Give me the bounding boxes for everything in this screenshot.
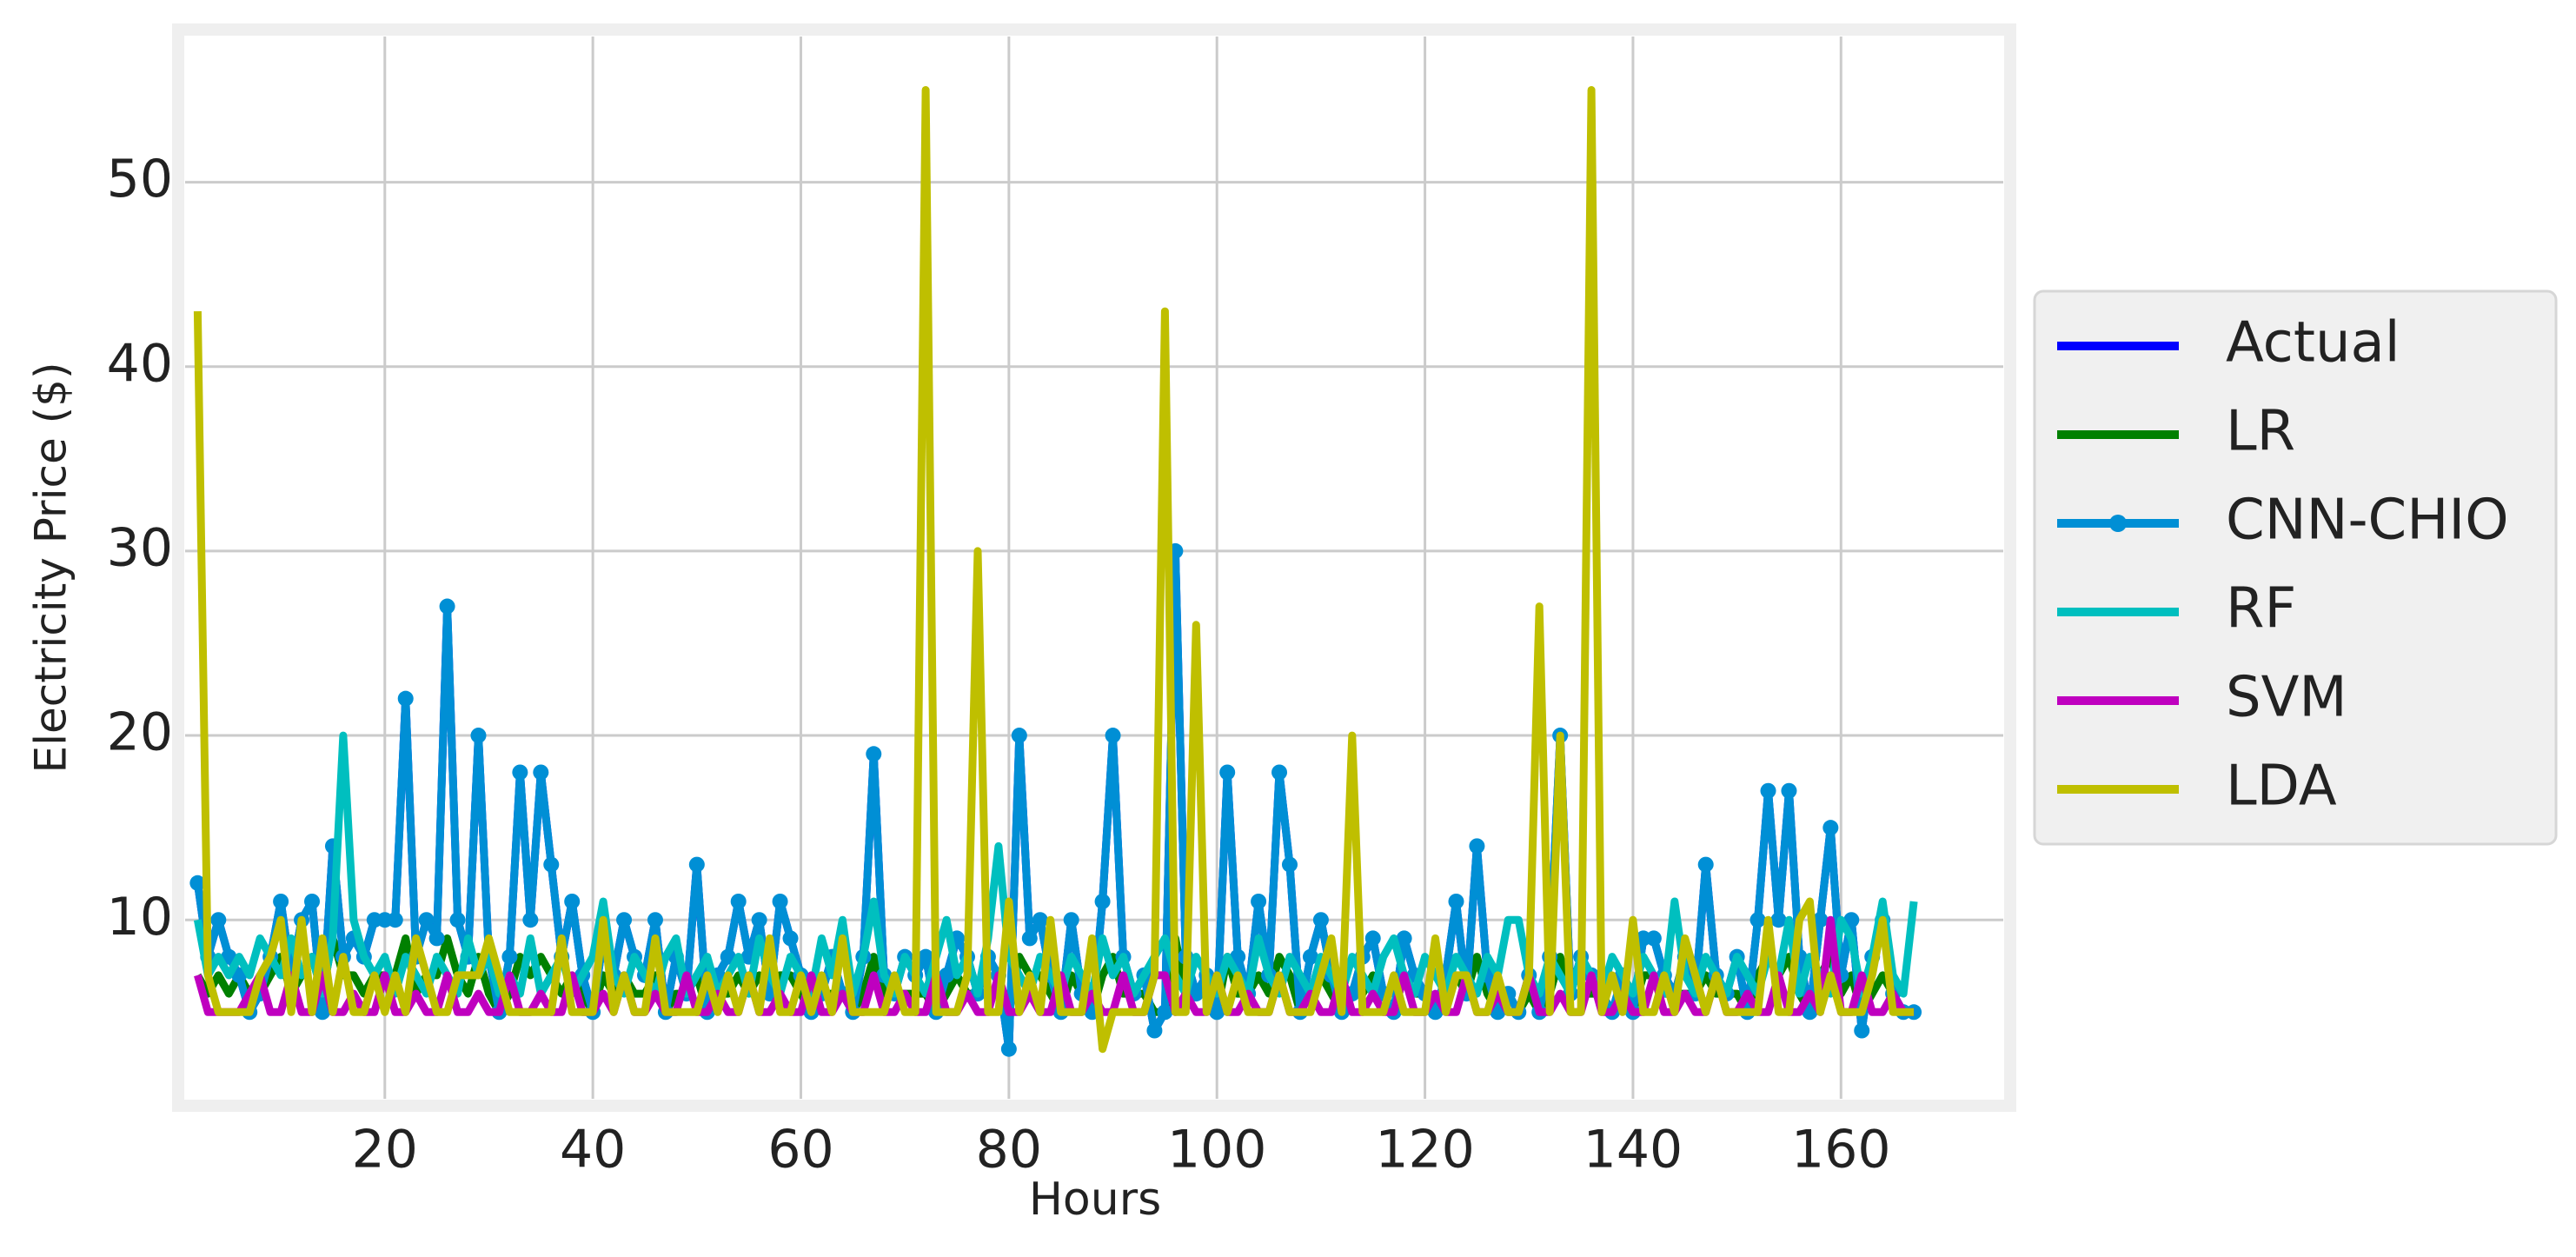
- x-tick-label: 20: [352, 1120, 418, 1181]
- series-marker: [647, 912, 663, 928]
- series-marker: [782, 930, 799, 947]
- x-tick-label: 80: [976, 1120, 1042, 1181]
- series-marker: [1251, 893, 1267, 909]
- series-marker: [210, 912, 227, 928]
- series-marker: [1094, 893, 1111, 909]
- y-tick-label: 30: [107, 518, 173, 579]
- series-marker: [470, 728, 487, 744]
- series-marker: [428, 930, 445, 947]
- series-marker: [397, 690, 414, 707]
- legend-label: LR: [2226, 400, 2295, 464]
- series-marker: [939, 967, 955, 983]
- series-marker: [1011, 728, 1027, 744]
- series-marker: [304, 893, 321, 909]
- series-marker: [418, 912, 435, 928]
- series-marker: [1281, 856, 1298, 873]
- series-marker: [1645, 930, 1662, 947]
- series-marker: [522, 912, 539, 928]
- series-marker: [688, 856, 705, 873]
- x-tick-label: 160: [1791, 1120, 1891, 1181]
- series-marker: [501, 948, 518, 965]
- series-line: [193, 86, 1915, 1054]
- series-marker: [1448, 893, 1464, 909]
- series-marker: [1469, 838, 1485, 855]
- series-marker: [1822, 820, 1839, 836]
- x-tick-label: 40: [560, 1120, 626, 1181]
- legend-label: SVM: [2226, 666, 2347, 730]
- series-marker: [1781, 782, 1797, 799]
- y-axis-label: Electricity Price ($): [26, 362, 76, 774]
- series-marker: [189, 875, 206, 891]
- legend-label: CNN-CHIO: [2226, 489, 2509, 553]
- series-marker: [1760, 782, 1776, 799]
- x-tick-label: 120: [1375, 1120, 1475, 1181]
- series-marker: [1364, 930, 1381, 947]
- series-marker: [1697, 856, 1714, 873]
- series-marker: [1854, 1022, 1870, 1039]
- series-marker: [1396, 930, 1412, 947]
- legend-box: [2033, 289, 2558, 846]
- series-marker: [1302, 948, 1318, 965]
- series-marker: [439, 598, 455, 615]
- series-marker: [772, 893, 788, 909]
- series-marker: [1749, 912, 1766, 928]
- x-tick-label: 140: [1583, 1120, 1683, 1181]
- legend-label: Actual: [2226, 311, 2400, 376]
- series-marker: [730, 893, 747, 909]
- series-marker: [1105, 728, 1121, 744]
- plot-frame: [172, 23, 2016, 1112]
- y-tick-label: 20: [107, 702, 173, 763]
- series-marker: [387, 912, 403, 928]
- legend-label: LDA: [2226, 755, 2337, 819]
- series-marker: [1271, 764, 1288, 781]
- series-marker: [616, 912, 633, 928]
- series-marker: [543, 856, 560, 873]
- legend-marker: [2109, 515, 2127, 532]
- series-marker: [1770, 912, 1787, 928]
- x-axis-label: Hours: [1029, 1174, 1161, 1226]
- series-marker: [1209, 1004, 1225, 1021]
- series-marker: [1000, 1041, 1017, 1057]
- y-tick-label: 40: [107, 333, 173, 394]
- series-marker: [866, 746, 882, 762]
- series-marker: [1812, 912, 1829, 928]
- series-marker: [751, 912, 767, 928]
- series-marker: [918, 948, 934, 965]
- series-marker: [512, 764, 528, 781]
- x-tick-label: 60: [767, 1120, 833, 1181]
- x-tick-label: 100: [1167, 1120, 1267, 1181]
- series-marker: [1146, 1022, 1163, 1039]
- legend-label: RF: [2226, 577, 2296, 642]
- series-marker: [1063, 912, 1079, 928]
- series-marker: [273, 893, 289, 909]
- series-marker: [1157, 1004, 1173, 1021]
- y-tick-label: 10: [107, 887, 173, 948]
- series-marker: [1219, 764, 1236, 781]
- series-marker: [533, 764, 549, 781]
- series-marker: [1032, 912, 1048, 928]
- series-marker: [1021, 930, 1038, 947]
- series-marker: [1312, 912, 1329, 928]
- series-marker: [449, 912, 466, 928]
- y-tick-label: 50: [107, 149, 173, 210]
- series-marker: [314, 1004, 330, 1021]
- series-marker: [564, 893, 581, 909]
